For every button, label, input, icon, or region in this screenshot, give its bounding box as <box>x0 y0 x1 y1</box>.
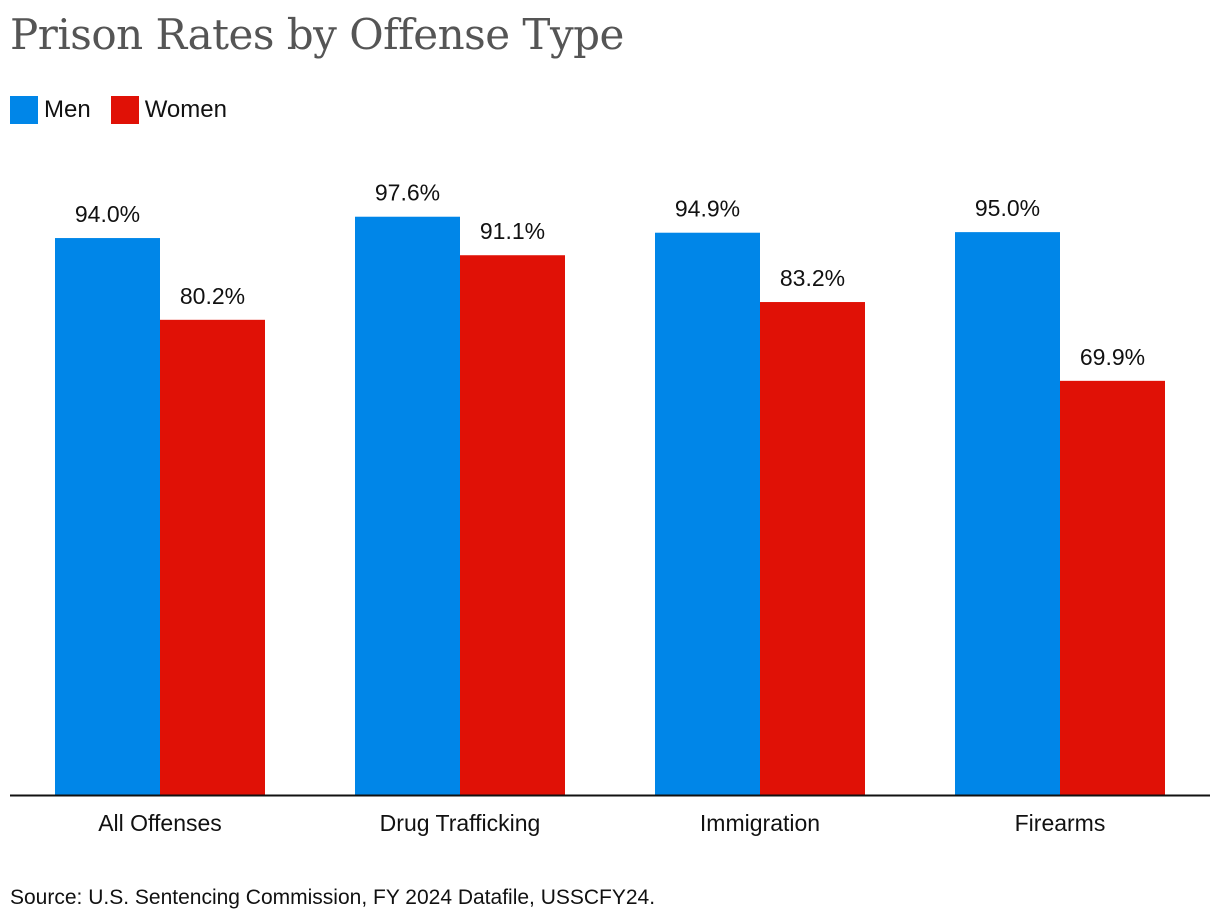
bar-men-firearms <box>955 232 1060 795</box>
legend-item-men: Men <box>10 96 91 124</box>
data-label-women-immigration: 83.2% <box>780 265 845 291</box>
legend-label-men: Men <box>44 96 91 123</box>
chart-legend: Men Women <box>10 96 227 124</box>
x-tick-label: All Offenses <box>98 810 222 836</box>
x-tick-label: Drug Trafficking <box>380 810 541 836</box>
bar-chart: 94.0% 80.2% All Offenses 97.6% 91.1% Drug Tra… <box>10 180 1210 836</box>
legend-label-women: Women <box>144 96 227 123</box>
bar-women-all-offenses <box>160 319 265 795</box>
x-tick-label: Immigration <box>700 810 820 836</box>
data-label-men-all-offenses: 94.0% <box>75 201 140 227</box>
data-label-women-drug-trafficking: 91.1% <box>480 218 545 244</box>
bar-women-firearms <box>1060 380 1165 795</box>
legend-swatch-men <box>10 96 38 124</box>
data-label-men-firearms: 95.0% <box>975 195 1040 221</box>
x-tick-label: Firearms <box>1015 810 1106 836</box>
bar-men-drug-trafficking <box>355 216 460 796</box>
chart-title: Prison Rates by Offense Type <box>10 10 624 59</box>
data-label-men-drug-trafficking: 97.6% <box>375 180 440 206</box>
bar-men-all-offenses <box>55 238 160 796</box>
source-note: Source: U.S. Sentencing Commission, FY 2… <box>10 886 656 909</box>
data-label-men-immigration: 94.9% <box>675 196 740 222</box>
bar-men-immigration <box>655 232 760 795</box>
data-label-women-firearms: 69.9% <box>1080 344 1145 370</box>
data-label-women-all-offenses: 80.2% <box>180 283 245 309</box>
bar-women-immigration <box>760 302 865 795</box>
bar-women-drug-trafficking <box>460 255 565 796</box>
legend-item-women: Women <box>110 96 227 124</box>
legend-swatch-women <box>110 96 139 124</box>
